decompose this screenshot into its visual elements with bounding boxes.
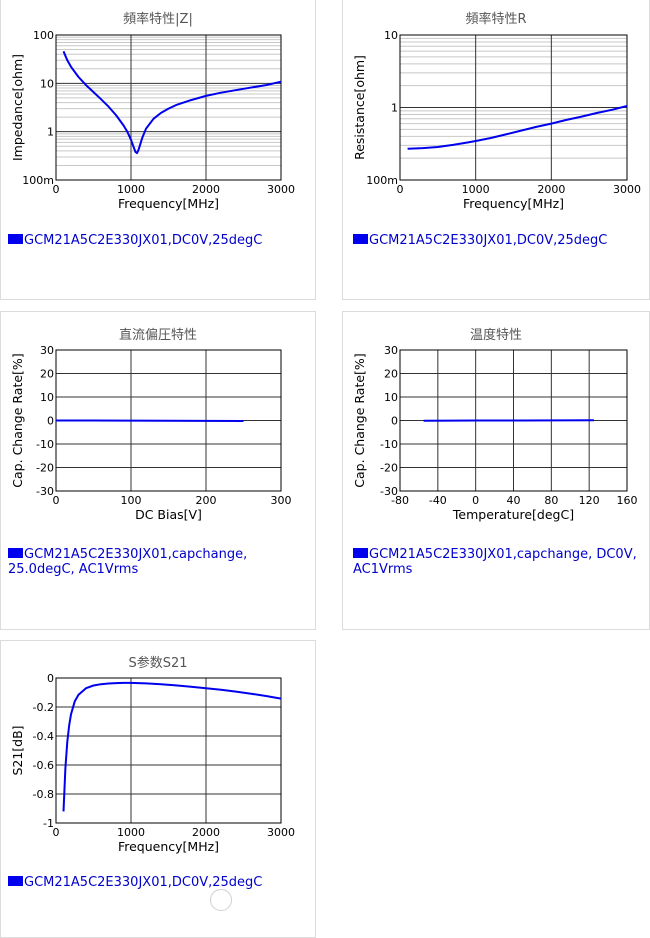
- y-axis-label: Impedance[ohm]: [10, 54, 25, 161]
- x-tick-label: -80: [391, 494, 409, 507]
- chart-title: 直流偏圧特性: [118, 328, 197, 343]
- legend-label: GCM21A5C2E330JX01,capchange, DC0V, AC1Vr…: [353, 547, 637, 577]
- legend-swatch: [353, 548, 368, 558]
- chart-title: 頻率特性|Z|: [123, 12, 193, 27]
- legend-item: GCM21A5C2E330JX01,DC0V,25degC: [8, 875, 308, 890]
- y-tick-label: -0.8: [33, 788, 54, 801]
- x-tick-label: 0: [472, 494, 479, 507]
- x-tick-label: 2000: [192, 183, 220, 196]
- y-tick-label: 1: [47, 126, 54, 139]
- y-tick-label: -0.2: [33, 701, 54, 714]
- y-tick-label: 100m: [22, 174, 54, 187]
- y-tick-label: 30: [40, 344, 54, 357]
- y-tick-label: -0.4: [33, 730, 54, 743]
- y-tick-label: 100m: [366, 174, 398, 187]
- x-tick-label: 120: [579, 494, 600, 507]
- x-tick-label: 100: [121, 494, 142, 507]
- y-tick-label: 30: [384, 344, 398, 357]
- legend-swatch: [8, 234, 23, 244]
- temperature-chart: -30 -20 -10 0 10 20 30 -80 -40 0 40 80 120 160 Tempera…: [352, 344, 638, 522]
- y-tick-label: -30: [36, 485, 54, 498]
- x-axis-label: DC Bias[V]: [135, 507, 202, 522]
- legend-item: GCM21A5C2E330JX01,DC0V,25degC: [353, 233, 648, 248]
- plot-frame: [55, 34, 282, 181]
- x-tick-label: -40: [429, 494, 447, 507]
- chart-panel-s21: S参数S21 -1 -0.8 -0.6 -0.4 -0.2 0 0 1000 2000 3000 F…: [0, 640, 316, 938]
- legend-label: GCM21A5C2E330JX01,DC0V,25degC: [24, 233, 263, 248]
- y-tick-label: 10: [40, 391, 54, 404]
- y-tick-label: 10: [384, 391, 398, 404]
- x-tick-label: 2000: [192, 826, 220, 839]
- cursor-ring: [210, 889, 232, 911]
- y-tick-label: 100: [33, 29, 54, 42]
- legend-item: GCM21A5C2E330JX01,DC0V,25degC: [8, 233, 308, 248]
- y-tick-label: -10: [380, 438, 398, 451]
- y-tick-label: -30: [380, 485, 398, 498]
- legend-label: GCM21A5C2E330JX01,capchange, 25.0degC, A…: [8, 547, 248, 577]
- y-tick-label: 20: [40, 368, 54, 381]
- chart-title: 温度特性: [469, 328, 522, 343]
- legend-label: GCM21A5C2E330JX01,DC0V,25degC: [369, 233, 608, 248]
- y-tick-label: 0: [47, 415, 54, 428]
- plot-frame: [55, 677, 282, 824]
- y-tick-label: 1: [391, 102, 398, 115]
- y-axis-label: Resistance[ohm]: [352, 55, 367, 160]
- legend-item: GCM21A5C2E330JX01,capchange, 25.0degC, A…: [8, 547, 308, 577]
- x-tick-label: 1000: [117, 826, 145, 839]
- y-tick-label: 0: [391, 415, 398, 428]
- y-tick-label: -20: [36, 462, 54, 475]
- x-tick-label: 3000: [267, 826, 295, 839]
- series-line: [56, 419, 244, 422]
- x-tick-label: 1000: [117, 183, 145, 196]
- y-tick-label: 10: [40, 77, 54, 90]
- x-tick-label: 0: [397, 183, 404, 196]
- y-tick-label: -20: [380, 462, 398, 475]
- x-tick-label: 300: [271, 494, 292, 507]
- x-tick-label: 40: [507, 494, 521, 507]
- resistance-chart: 100m 1 10 0 1000 2000 3000 Frequency[MHz] Resist…: [352, 29, 641, 211]
- y-axis-label: Cap. Change Rate[%]: [352, 353, 367, 487]
- legend-swatch: [8, 548, 23, 558]
- chart-panel-resistance: 頻率特性R 100m 1 10 0 1000 2000 3000 Frequency[MHz]…: [342, 0, 650, 300]
- series-line: [407, 105, 628, 150]
- chart-panel-impedance: 頻率特性|Z| 100m 1 10 100 0 1000 2000 3000 Frequency…: [0, 0, 316, 300]
- x-tick-label: 0: [53, 494, 60, 507]
- x-axis-label: Frequency[MHz]: [118, 839, 219, 854]
- x-tick-label: 160: [617, 494, 638, 507]
- y-axis-label: S21[dB]: [10, 725, 25, 775]
- chart-panel-temperature: 温度特性 -30 -20 -10 0 10 20 30 -80 -40 0 40 80 120 160 Te…: [342, 311, 650, 630]
- plot-frame: [399, 349, 628, 492]
- chart-panel-dc-bias: 直流偏圧特性 -30 -20 -10 0 10 20 30 0 100 200 300 DC Bias…: [0, 311, 316, 630]
- y-tick-label: 10: [384, 29, 398, 42]
- y-tick-label: -10: [36, 438, 54, 451]
- chart-title: S参数S21: [128, 656, 188, 671]
- s21-chart: -1 -0.8 -0.6 -0.4 -0.2 0 0 1000 2000 3000 Frequenc…: [10, 672, 295, 854]
- x-tick-label: 0: [53, 183, 60, 196]
- plot-frame: [399, 34, 628, 181]
- legend-item: GCM21A5C2E330JX01,capchange, DC0V, AC1Vr…: [353, 547, 643, 577]
- y-tick-label: 0: [47, 672, 54, 685]
- series-line: [62, 681, 282, 812]
- x-tick-label: 200: [196, 494, 217, 507]
- x-tick-label: 80: [544, 494, 558, 507]
- x-tick-label: 1000: [462, 183, 490, 196]
- y-tick-label: -1: [43, 817, 54, 830]
- x-axis-label: Frequency[MHz]: [463, 196, 564, 211]
- legend-swatch: [8, 876, 23, 886]
- legend-label: GCM21A5C2E330JX01,DC0V,25degC: [24, 875, 263, 890]
- x-tick-label: 3000: [267, 183, 295, 196]
- x-tick-label: 2000: [537, 183, 565, 196]
- chart-title: 頻率特性R: [465, 12, 527, 27]
- x-tick-label: 0: [53, 826, 60, 839]
- series-line: [62, 50, 282, 155]
- x-axis-label: Frequency[MHz]: [118, 196, 219, 211]
- y-axis-label: Cap. Change Rate[%]: [10, 353, 25, 487]
- y-tick-label: 20: [384, 368, 398, 381]
- x-tick-label: 3000: [613, 183, 641, 196]
- x-axis-label: Temperature[degC]: [452, 507, 574, 522]
- y-tick-label: -0.6: [33, 759, 54, 772]
- legend-swatch: [353, 234, 368, 244]
